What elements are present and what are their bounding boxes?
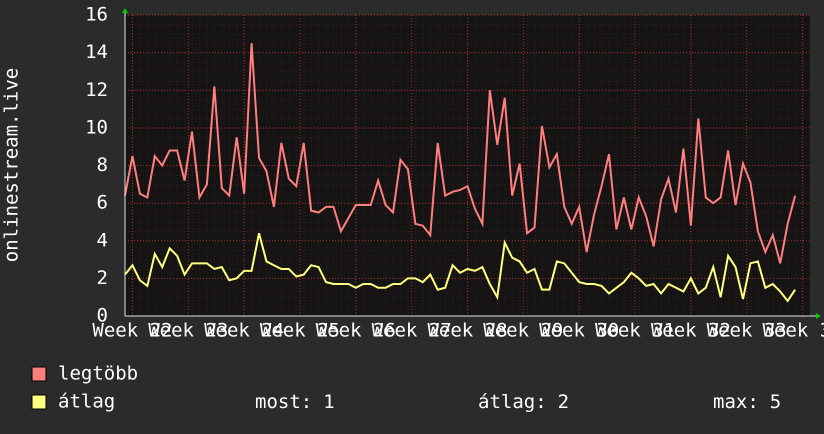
stat-label: átlag: xyxy=(478,391,547,413)
stat: max: 5 xyxy=(713,391,781,413)
x-tick-label: Week 28 xyxy=(427,320,507,342)
y-tick-label: 12 xyxy=(85,79,108,101)
x-tick-label: Week 26 xyxy=(316,320,396,342)
y-tick-label: 16 xyxy=(85,4,108,26)
x-tick-label: Week 29 xyxy=(483,320,563,342)
grid xyxy=(125,14,810,317)
stat-value: 5 xyxy=(770,391,781,413)
stat: átlag: 2 xyxy=(478,391,569,413)
stat: most: 1 xyxy=(255,391,335,413)
y-tick-label: 10 xyxy=(85,116,108,138)
x-tick-label: Week 31 xyxy=(595,320,675,342)
y-axis-label: onlinestream.live xyxy=(1,68,23,262)
y-tick-label: 14 xyxy=(85,41,108,63)
x-tick-label: Week 33 xyxy=(707,320,787,342)
x-tick-label: Week 27 xyxy=(372,320,452,342)
y-axis-arrow xyxy=(122,8,128,13)
x-tick-label: Week 34 xyxy=(763,320,824,342)
series-line xyxy=(124,43,797,264)
stat-value: 1 xyxy=(323,391,334,413)
lines xyxy=(124,43,797,303)
stat-label: max: xyxy=(713,391,759,413)
x-tick-label: Week 30 xyxy=(539,320,619,342)
legend-swatch xyxy=(31,366,47,382)
y-tick-label: 8 xyxy=(97,154,108,176)
y-tick-label: 4 xyxy=(97,229,108,251)
stat-value: 2 xyxy=(558,391,569,413)
y-tick-label: 0 xyxy=(97,305,108,327)
legend-label: legtöbb xyxy=(58,363,138,385)
series-line xyxy=(124,232,796,303)
y-tick-label: 2 xyxy=(97,267,108,289)
y-tick-label: 6 xyxy=(97,192,108,214)
legend: legtöbb átlag most: 1 átlag: 2 max: 5 xyxy=(31,363,781,413)
x-axis-arrow xyxy=(816,313,821,319)
x-tick-label: Week 23 xyxy=(148,320,228,342)
stat-label: most: xyxy=(255,391,312,413)
x-tick-label: Week 22 xyxy=(92,320,172,342)
legend-label: átlag xyxy=(58,391,115,413)
legend-swatch xyxy=(31,394,47,410)
x-tick-label: Week 25 xyxy=(260,320,340,342)
x-tick-label: Week 24 xyxy=(204,320,284,342)
x-tick-label: Week 32 xyxy=(651,320,731,342)
